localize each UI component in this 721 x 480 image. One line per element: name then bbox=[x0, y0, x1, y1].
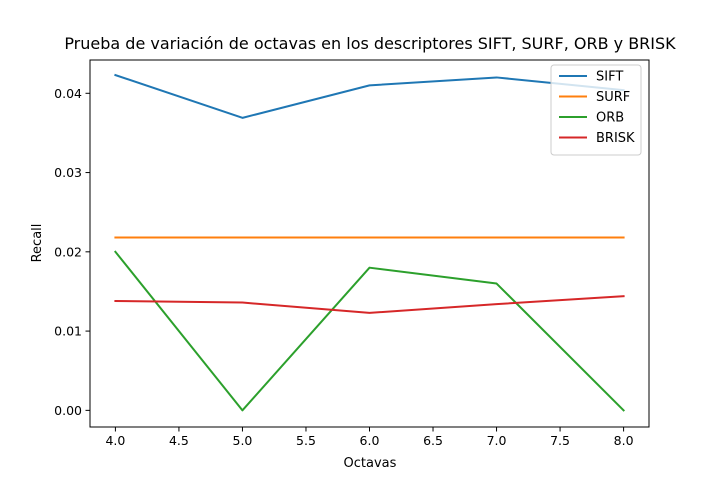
x-tick-label: 8.0 bbox=[614, 433, 634, 448]
series-line-brisk bbox=[114, 295, 625, 314]
series-line-orb bbox=[114, 250, 626, 412]
plot-area bbox=[114, 73, 626, 412]
x-axis-label: Octavas bbox=[344, 456, 397, 471]
axes: 4.0 4.5 5.0 5.5 6.0 6.5 7.0 7.5 8.0 0.00 0.01 0.02 0… bbox=[54, 59, 650, 448]
legend-label-sift: SIFT bbox=[596, 70, 623, 85]
x-tick-label: 6.5 bbox=[423, 433, 443, 448]
x-tick-label: 5.5 bbox=[296, 433, 316, 448]
legend: SIFT SURF ORB BRISK bbox=[550, 64, 642, 156]
y-tick-label: 0.00 bbox=[54, 403, 82, 418]
y-tick-label: 0.03 bbox=[54, 165, 82, 180]
x-tick-label: 4.0 bbox=[105, 433, 125, 448]
legend-label-surf: SURF bbox=[596, 90, 630, 105]
legend-label-brisk: BRISK bbox=[596, 131, 635, 146]
x-tick-label: 4.5 bbox=[169, 433, 189, 448]
x-tick-label: 7.5 bbox=[550, 433, 570, 448]
y-tick-label: 0.01 bbox=[54, 324, 82, 339]
x-tick-label: 5.0 bbox=[233, 433, 253, 448]
y-tick-label: 0.02 bbox=[54, 244, 82, 259]
y-tick-label: 0.04 bbox=[54, 86, 82, 101]
x-tick-label: 6.0 bbox=[360, 433, 380, 448]
series-line-sift bbox=[114, 73, 625, 119]
x-tick-label: 7.0 bbox=[487, 433, 507, 448]
legend-frame bbox=[550, 64, 642, 156]
legend-label-orb: ORB bbox=[596, 111, 624, 126]
y-axis-label: Recall bbox=[30, 224, 45, 263]
chart-title: Prueba de variación de octavas en los de… bbox=[64, 34, 676, 53]
